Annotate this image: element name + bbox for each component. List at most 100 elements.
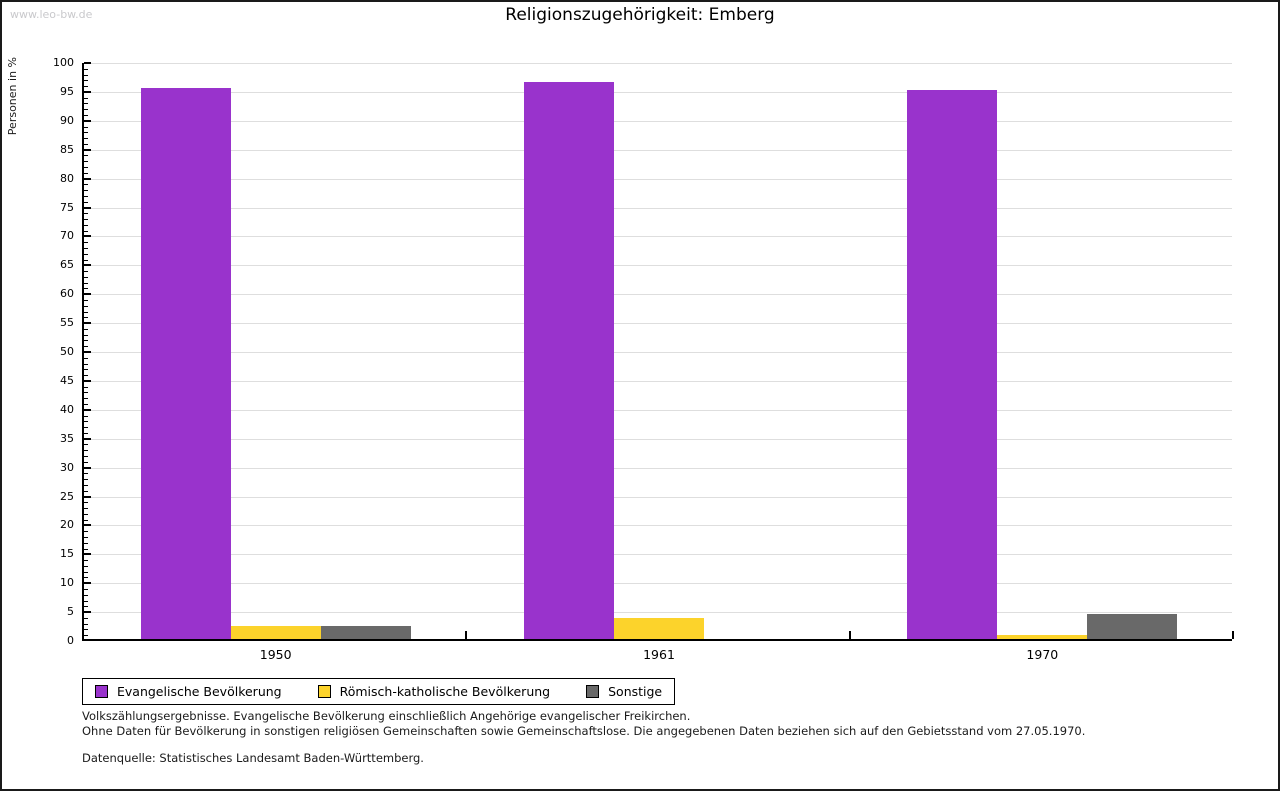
y-gridline (84, 120, 1232, 122)
y-gridline (84, 496, 1232, 498)
y-minor-tick (84, 299, 88, 301)
y-major-tick (84, 90, 91, 93)
bar-1970-series-2 (1087, 613, 1178, 639)
y-tick-label: 55 (60, 316, 74, 330)
chart-title: Religionszugehörigkeit: Emberg (505, 5, 775, 25)
legend-entry-0: Evangelische Bevölkerung (95, 684, 282, 699)
y-gridline (84, 265, 1232, 267)
y-gridline (84, 91, 1232, 93)
y-major-tick (84, 206, 91, 209)
y-gridline (84, 149, 1232, 151)
y-minor-tick (84, 508, 88, 510)
y-minor-tick (84, 565, 88, 567)
y-minor-tick (84, 600, 88, 602)
y-major-tick (84, 582, 91, 585)
y-minor-tick (84, 282, 88, 284)
y-minor-tick (84, 68, 88, 70)
y-minor-tick (84, 513, 88, 515)
y-minor-tick (84, 375, 88, 377)
legend-label: Sonstige (608, 684, 663, 699)
y-minor-tick (84, 132, 88, 134)
legend-label: Römisch-katholische Bevölkerung (339, 684, 551, 699)
y-major-tick (84, 62, 91, 64)
legend-entry-2: Sonstige (586, 684, 662, 699)
y-tick-label: 50 (60, 345, 74, 358)
x-category-label: 1970 (1026, 647, 1059, 662)
y-minor-tick (84, 213, 88, 215)
y-minor-tick (84, 276, 88, 278)
y-minor-tick (84, 161, 88, 163)
y-minor-tick (84, 167, 88, 169)
y-gridline (84, 409, 1232, 411)
y-minor-tick (84, 444, 88, 446)
y-minor-tick (84, 242, 88, 244)
y-minor-tick (84, 588, 88, 590)
y-gridline (84, 612, 1232, 614)
y-minor-tick (84, 502, 88, 504)
y-gridline (84, 178, 1232, 180)
y-minor-tick (84, 623, 88, 625)
y-minor-tick (84, 542, 88, 544)
y-minor-tick (84, 115, 88, 117)
x-axis-tick (849, 631, 851, 639)
y-minor-tick (84, 80, 88, 82)
y-gridline (84, 63, 1232, 64)
y-major-tick (84, 408, 91, 411)
y-minor-tick (84, 456, 88, 458)
legend-label: Evangelische Bevölkerung (117, 684, 282, 699)
y-minor-tick (84, 421, 88, 423)
y-minor-tick (84, 386, 88, 388)
y-minor-tick (84, 305, 88, 307)
y-minor-tick (84, 427, 88, 429)
y-minor-tick (84, 346, 88, 348)
bar-1950-series-2 (320, 625, 411, 639)
y-gridline (84, 583, 1232, 585)
y-minor-tick (84, 519, 88, 521)
y-minor-tick (84, 577, 88, 579)
y-major-tick (84, 322, 91, 325)
y-tick-label: 100 (53, 56, 74, 69)
y-gridline (84, 236, 1232, 238)
y-minor-tick (84, 103, 88, 105)
y-gridline (84, 294, 1232, 296)
y-minor-tick (84, 450, 88, 452)
y-minor-tick (84, 155, 88, 157)
y-tick-label: 70 (60, 229, 74, 243)
x-axis-tick (1232, 631, 1234, 639)
y-major-tick (84, 553, 91, 556)
y-minor-tick (84, 490, 88, 492)
y-tick-label: 75 (60, 200, 74, 214)
y-minor-tick (84, 479, 88, 481)
y-minor-tick (84, 531, 88, 533)
y-tick-label: 95 (60, 84, 74, 98)
y-tick-label: 0 (67, 634, 74, 647)
y-minor-tick (84, 253, 88, 255)
y-gridline (84, 380, 1232, 382)
y-gridline (84, 525, 1232, 527)
y-minor-tick (84, 484, 88, 486)
y-gridline (84, 438, 1232, 440)
y-gridline (84, 323, 1232, 325)
y-major-tick (84, 351, 91, 353)
y-minor-tick (84, 109, 88, 111)
y-gridline (84, 467, 1232, 469)
x-category-label: 1950 (259, 647, 292, 662)
y-tick-label: 5 (67, 605, 74, 619)
y-minor-tick (84, 571, 88, 573)
y-tick-label: 30 (60, 460, 74, 474)
y-major-tick (84, 177, 91, 180)
y-tick-label: 35 (60, 431, 74, 445)
plot-area: 0 5 10 15 20 25 30 35 40 45 50 55 60 65 70 75 80 85 90 95 10… (53, 56, 1234, 662)
y-minor-tick (84, 369, 88, 371)
y-minor-tick (84, 224, 88, 226)
y-major-tick (84, 235, 91, 238)
y-tick-label: 25 (60, 489, 74, 503)
y-minor-tick (84, 334, 88, 336)
y-minor-tick (84, 311, 88, 313)
y-gridline (84, 207, 1232, 209)
y-minor-tick (84, 201, 88, 203)
y-major-tick (84, 119, 91, 122)
y-major-tick (84, 611, 91, 614)
legend-swatch-icon (586, 685, 600, 698)
